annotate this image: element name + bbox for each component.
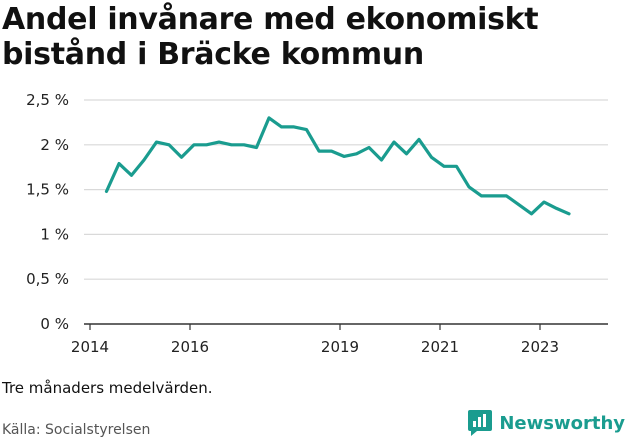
y-tick-label: 1 %	[40, 225, 69, 243]
series-line	[104, 116, 571, 216]
chart-title: Andel invånare med ekonomiskt bistånd i …	[2, 2, 602, 72]
grid-lines	[84, 99, 608, 280]
y-tick-label: 2,5 %	[26, 91, 69, 109]
brand-logo: Newsworthy	[467, 409, 625, 437]
x-tick-label: 2016	[171, 338, 209, 356]
footnote: Tre månaders medelvärden.	[2, 379, 213, 397]
y-tick-label: 0 %	[40, 315, 69, 333]
x-tick-label: 2014	[71, 338, 109, 356]
y-axis-tick-labels: 0 % 0,5 % 1 % 1,5 % 2 % 2,5 %	[26, 91, 69, 333]
newsworthy-chart-icon	[468, 410, 493, 436]
chart-title-line-2: bistånd i Bräcke kommun	[2, 37, 424, 72]
brand-name: Newsworthy	[499, 412, 625, 434]
x-axis: 2014 2016 2019 2021 2023	[71, 323, 608, 356]
y-tick-label: 2 %	[40, 136, 69, 154]
y-tick-label: 0,5 %	[26, 270, 69, 288]
series-layer	[104, 116, 571, 216]
y-tick-label: 1,5 %	[26, 181, 69, 199]
x-tick-label: 2021	[421, 338, 459, 356]
x-tick-label: 2023	[521, 338, 559, 356]
x-tick-label: 2019	[321, 338, 359, 356]
chart-title-line-1: Andel invånare med ekonomiskt	[2, 2, 539, 37]
source-label: Källa: Socialstyrelsen	[2, 422, 151, 438]
